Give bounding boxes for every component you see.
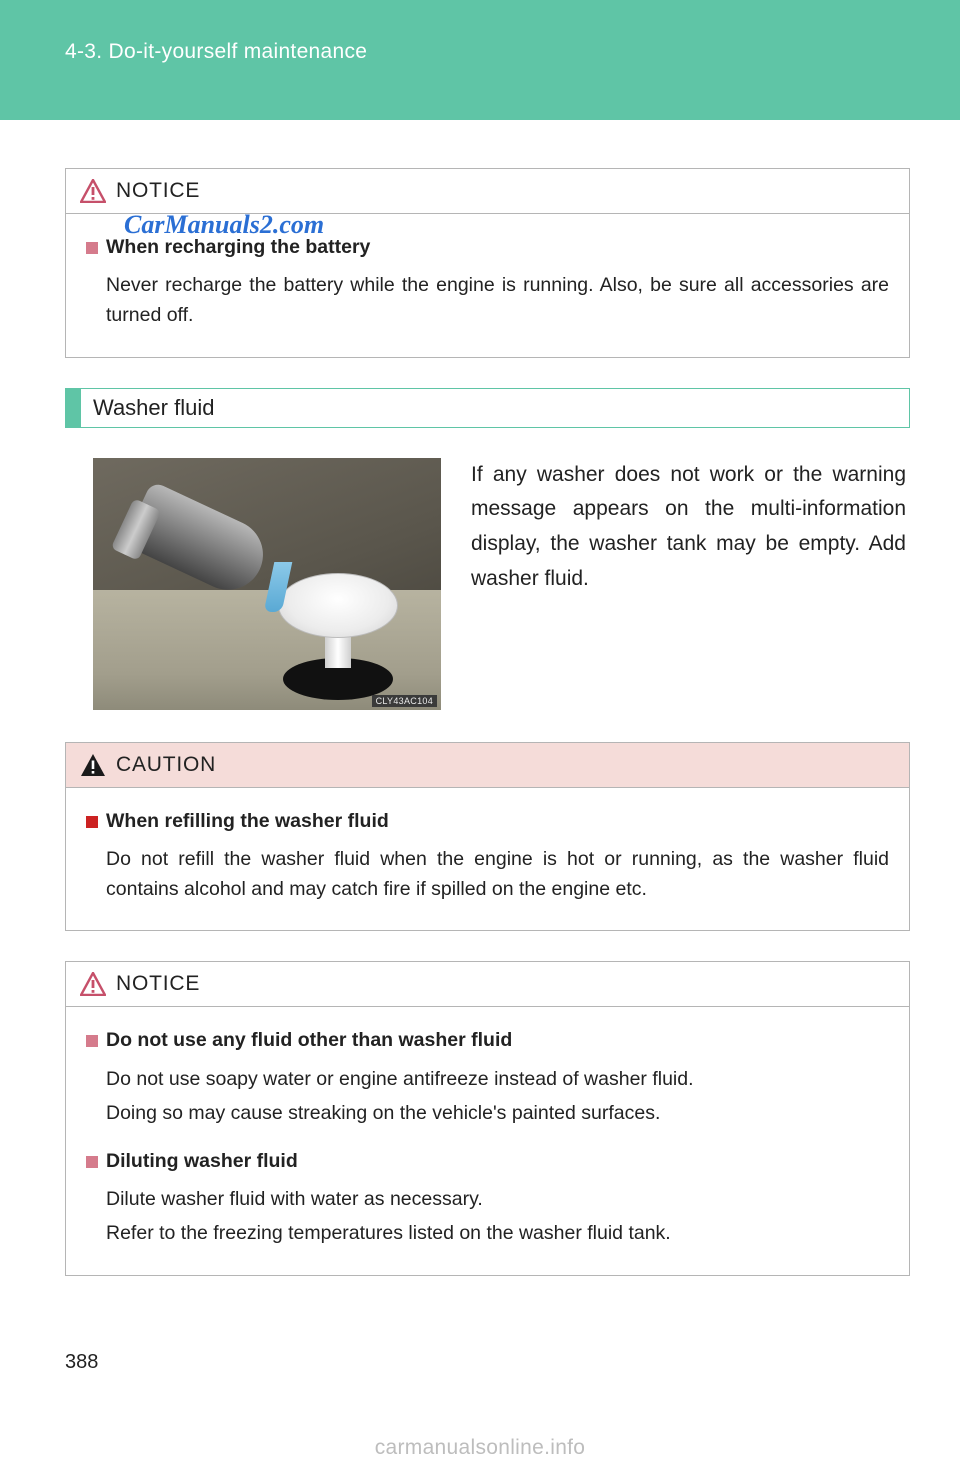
notice-item-line: Refer to the freezing temperatures liste… — [86, 1218, 889, 1248]
caution-label: CAUTION — [116, 753, 216, 777]
notice-item-head: When recharging the battery — [86, 232, 889, 262]
notice-header: NOTICE — [66, 169, 909, 214]
notice-label: NOTICE — [116, 972, 200, 996]
caution-item-text: Do not refill the washer fluid when the … — [86, 844, 889, 904]
washer-fluid-row: CLY43AC104 If any washer does not work o… — [93, 458, 910, 710]
image-code: CLY43AC104 — [372, 695, 437, 707]
caution-header: CAUTION — [66, 743, 909, 788]
notice-label: NOTICE — [116, 179, 200, 203]
notice-item-line: Dilute washer fluid with water as necess… — [86, 1184, 889, 1214]
bullet-square-icon — [86, 242, 98, 254]
washer-paragraph: If any washer does not work or the warni… — [471, 458, 910, 710]
bullet-square-icon — [86, 816, 98, 828]
section-title-bar — [65, 389, 81, 427]
notice-item-head: Diluting washer fluid — [86, 1146, 889, 1176]
notice-item-title: Diluting washer fluid — [106, 1146, 298, 1176]
watermark-bottom: carmanualsonline.info — [0, 1436, 960, 1460]
notice-item-title: When recharging the battery — [106, 232, 370, 262]
section-title-row: Washer fluid — [65, 388, 910, 428]
section-heading: 4-3. Do-it-yourself maintenance — [65, 40, 367, 63]
notice-header: NOTICE — [66, 962, 909, 1007]
notice-box-battery: NOTICE When recharging the battery Never… — [65, 168, 910, 358]
page-header-band: 4-3. Do-it-yourself maintenance — [0, 0, 960, 120]
notice-box-fluid: NOTICE Do not use any fluid other than w… — [65, 961, 910, 1275]
caution-body: When refilling the washer fluid Do not r… — [66, 788, 909, 931]
notice-item-text: Never recharge the battery while the eng… — [86, 270, 889, 330]
alert-triangle-solid-icon — [80, 753, 106, 777]
caution-item-title: When refilling the washer fluid — [106, 806, 389, 836]
caution-item-head: When refilling the washer fluid — [86, 806, 889, 836]
page-number: 388 — [65, 1351, 98, 1374]
bullet-square-icon — [86, 1156, 98, 1168]
caution-box: CAUTION When refilling the washer fluid … — [65, 742, 910, 932]
notice-item-title: Do not use any fluid other than washer f… — [106, 1025, 512, 1055]
bullet-square-icon — [86, 1035, 98, 1047]
alert-triangle-icon — [80, 972, 106, 996]
washer-fluid-illustration: CLY43AC104 — [93, 458, 441, 710]
notice-item-head: Do not use any fluid other than washer f… — [86, 1025, 889, 1055]
section-title: Washer fluid — [81, 389, 226, 427]
notice-item-line: Do not use soapy water or engine antifre… — [86, 1064, 889, 1094]
alert-triangle-icon — [80, 179, 106, 203]
notice-item-line: Doing so may cause streaking on the vehi… — [86, 1098, 889, 1128]
notice-body: Do not use any fluid other than washer f… — [66, 1007, 909, 1274]
page-content: NOTICE When recharging the battery Never… — [0, 120, 960, 1276]
notice-body: When recharging the battery Never rechar… — [66, 214, 909, 357]
